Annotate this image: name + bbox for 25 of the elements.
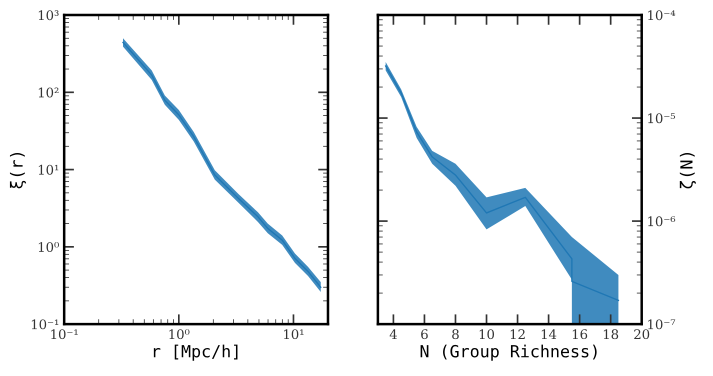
x-tick-label: 16 xyxy=(572,329,588,340)
y-tick-label: 10⁻⁴ xyxy=(648,10,676,20)
y-tick-label: 10⁰ xyxy=(38,242,59,252)
x-tick-label: 6 xyxy=(421,329,428,340)
x-tick-label: 14 xyxy=(542,329,556,339)
y-tick-label: 10⁻⁵ xyxy=(648,113,676,124)
x-tick-label: 10⁰ xyxy=(169,329,190,340)
y-tick-label: 10⁻¹ xyxy=(32,319,58,330)
x-tick-label: 4 xyxy=(390,329,397,339)
x-tick-label: 18 xyxy=(604,329,618,340)
x-tick-label: 10 xyxy=(480,329,494,340)
y-tick-label: 10¹ xyxy=(38,164,58,175)
y-tick-label: 10⁻⁷ xyxy=(648,319,676,330)
y-axis-title: ζ(N) xyxy=(680,152,696,188)
x-tick-label: 10⁻¹ xyxy=(51,329,78,340)
y-tick-label: 10³ xyxy=(38,10,59,20)
x-tick-label: 20 xyxy=(634,329,650,340)
x-tick-label: 8 xyxy=(452,329,459,340)
x-tick-label: 12 xyxy=(510,329,525,339)
x-axis-title: N (Group Richness) xyxy=(420,344,597,361)
x-tick-label: 10¹ xyxy=(284,329,304,340)
y-tick-label: 10² xyxy=(38,88,58,98)
y-tick-label: 10⁻⁶ xyxy=(648,216,676,226)
x-axis-title: r [Mpc/h] xyxy=(154,344,238,361)
y-axis-title: ξ(r) xyxy=(10,152,26,188)
